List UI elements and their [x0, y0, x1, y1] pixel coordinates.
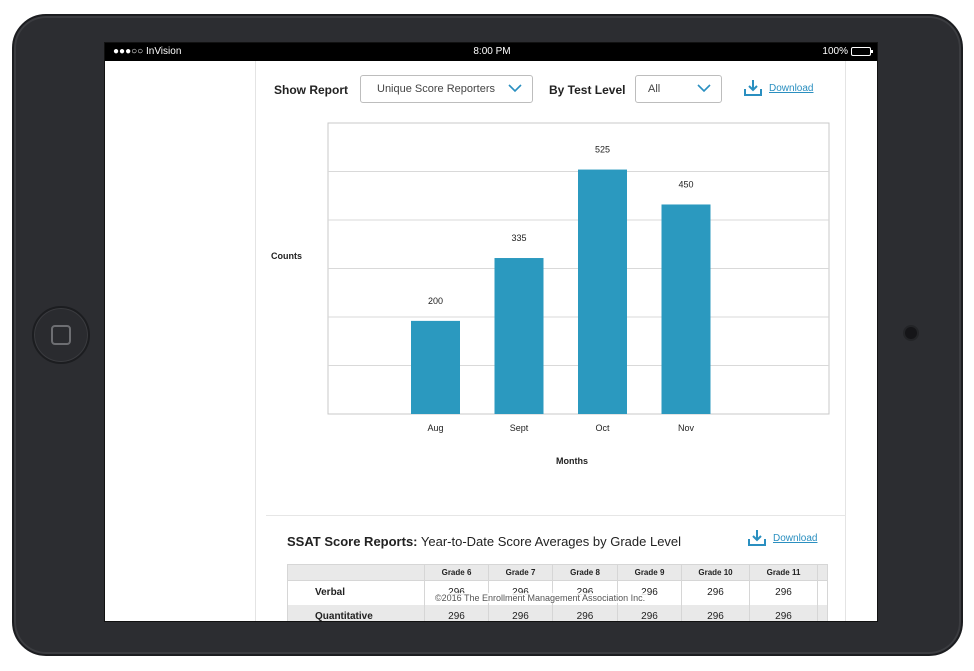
download-icon: [744, 80, 762, 96]
table-cell: 296: [617, 604, 682, 621]
test-level-label: By Test Level: [549, 83, 626, 97]
battery-status: 100%: [822, 46, 873, 57]
bar-chart: 200 Aug 335 Sept 525 Oct 450 Nov Counts Months: [271, 122, 830, 466]
bar-nov: [661, 204, 711, 414]
column-spacer: [817, 564, 828, 581]
table-cell-spacer: [817, 580, 828, 605]
screen: ●●●○○ InVision 8:00 PM 100% Show Report …: [104, 42, 878, 622]
column-header: Grade 8: [552, 564, 618, 581]
data-label: 335: [511, 233, 526, 243]
download-link[interactable]: Download: [743, 79, 813, 97]
y-axis-label: Counts: [271, 251, 302, 261]
bar-oct: [578, 169, 627, 414]
x-tick-label: Oct: [595, 423, 610, 433]
table-cell: 296: [749, 604, 818, 621]
column-header: Grade 7: [488, 564, 553, 581]
report-select-value: Unique Score Reporters: [377, 83, 496, 95]
camera-dot: [905, 327, 917, 339]
bar-sept: [494, 258, 544, 414]
chevron-down-icon: [508, 84, 522, 93]
data-label: 525: [595, 145, 610, 155]
table-header-row: Grade 6 Grade 7 Grade 8 Grade 9 Grade 10…: [287, 564, 828, 581]
chevron-down-icon: [697, 84, 711, 93]
home-button[interactable]: [32, 306, 90, 364]
column-header: Grade 9: [617, 564, 682, 581]
show-report-label: Show Report: [274, 83, 348, 97]
test-level-value: All: [648, 83, 661, 95]
table-title: SSAT Score Reports: Year-to-Date Score A…: [287, 534, 681, 549]
report-panel: Show Report Unique Score Reporters By Te…: [255, 61, 846, 621]
score-table: Grade 6 Grade 7 Grade 8 Grade 9 Grade 10…: [287, 564, 828, 621]
clock: 8:00 PM: [473, 46, 511, 57]
x-tick-label: Sept: [510, 423, 529, 433]
data-label: 450: [678, 179, 693, 189]
battery-icon: [851, 47, 873, 56]
x-tick-label: Nov: [678, 423, 695, 433]
row-label: Verbal: [287, 580, 425, 605]
table-cell: 296: [552, 604, 618, 621]
home-square-icon: [51, 325, 71, 345]
chart-labels: 200 Aug 335 Sept 525 Oct 450 Nov: [427, 145, 694, 433]
x-axis-label: Months: [556, 456, 588, 466]
column-header: Grade 10: [681, 564, 750, 581]
table-title-rest: Year-to-Date Score Averages by Grade Lev…: [417, 534, 682, 549]
x-tick-label: Aug: [427, 423, 443, 433]
copyright-note: ©2016 The Enrollment Management Associat…: [433, 593, 648, 603]
table-download-link[interactable]: Download: [747, 529, 817, 547]
table-cell: 296: [681, 580, 750, 605]
column-header: Grade 11: [749, 564, 818, 581]
section-divider: [266, 515, 846, 516]
report-select[interactable]: Unique Score Reporters: [360, 75, 533, 103]
download-label: Download: [769, 82, 814, 94]
test-level-select[interactable]: All: [635, 75, 722, 103]
battery-percent: 100%: [822, 46, 848, 57]
bar-aug: [411, 320, 460, 414]
table-row: Quantitative 296 296 296 296 296 296: [287, 604, 828, 621]
table-cell-spacer: [817, 604, 828, 621]
column-header: Grade 6: [424, 564, 489, 581]
carrier-label: ●●●○○ InVision: [113, 46, 182, 57]
table-title-bold: SSAT Score Reports:: [287, 534, 418, 549]
table-cell: 296: [681, 604, 750, 621]
table-cell: 296: [424, 604, 489, 621]
table-corner-header: [287, 564, 425, 581]
download-label: Download: [773, 532, 818, 544]
status-bar: ●●●○○ InVision 8:00 PM 100%: [105, 43, 877, 61]
table-cell: 296: [488, 604, 553, 621]
table-cell: 296: [749, 580, 818, 605]
data-label: 200: [428, 296, 443, 306]
row-label: Quantitative: [287, 604, 425, 621]
chart-bars: [411, 169, 711, 414]
download-icon: [748, 530, 766, 546]
